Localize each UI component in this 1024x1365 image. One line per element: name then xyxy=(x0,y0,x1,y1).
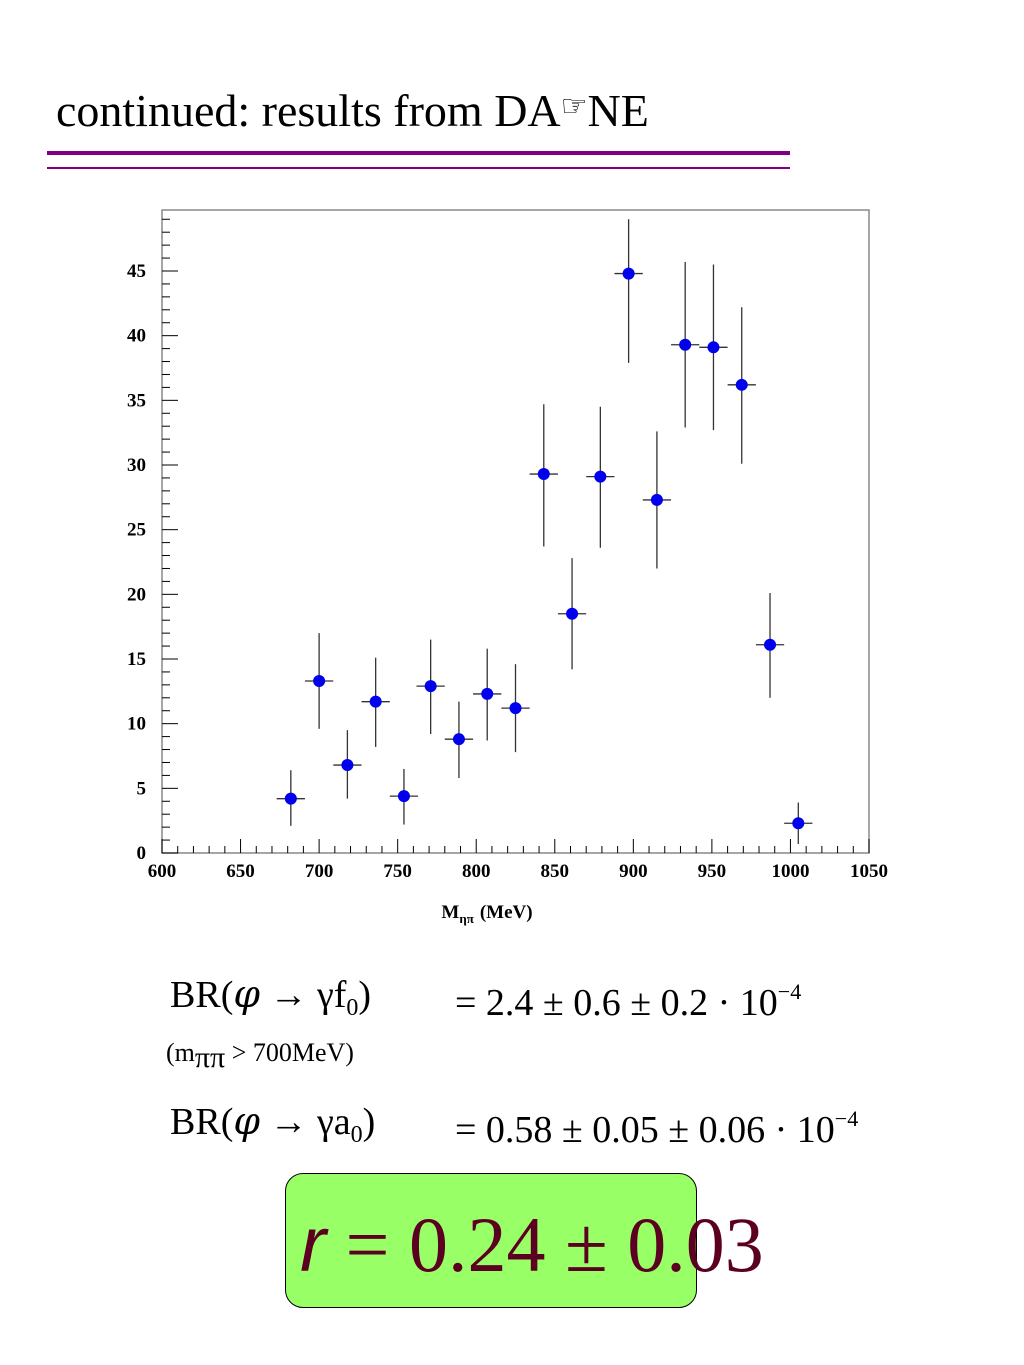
data-marker xyxy=(481,687,494,700)
x-tick-label: 1050 xyxy=(850,861,888,882)
x-tick-label: 650 xyxy=(226,861,255,882)
cond-rest: > 700MeV) xyxy=(225,1038,354,1067)
data-marker xyxy=(566,607,579,620)
br-a0-value: = 0.58 ± 0.05 ± 0.06 · 10 xyxy=(455,1109,835,1151)
data-point xyxy=(529,404,558,547)
br-f0-open: BR( xyxy=(170,974,234,1016)
x-axis-label-unit: (MeV) xyxy=(480,902,533,923)
data-point xyxy=(501,664,530,753)
br-a0-close: ) xyxy=(362,1101,376,1143)
data-point xyxy=(671,261,700,428)
plot-frame xyxy=(161,209,870,854)
phi-symbol: φ xyxy=(233,1099,260,1143)
data-point xyxy=(304,633,334,729)
title-rule-thick xyxy=(47,151,790,155)
data-marker xyxy=(341,759,354,772)
br-a0-lhs: BR(φ → γa0) xyxy=(170,1102,375,1147)
y-tick-label: 45 xyxy=(127,261,146,282)
data-marker xyxy=(284,792,297,805)
br-f0-subscript: 0 xyxy=(346,995,359,1021)
x-tick-label: 950 xyxy=(698,861,727,882)
y-tick-label: 35 xyxy=(127,390,146,411)
data-marker xyxy=(735,378,748,391)
x-tick-label: 800 xyxy=(462,861,491,882)
x-tick-label: 900 xyxy=(619,861,648,882)
y-tick-label: 10 xyxy=(127,714,146,735)
br-a0-open: BR( xyxy=(170,1101,234,1143)
cond-subscript: ππ xyxy=(194,1041,226,1075)
data-point xyxy=(276,770,305,826)
br-f0-lhs: BR(φ → γf0) xyxy=(170,975,371,1020)
data-marker xyxy=(650,493,663,506)
data-marker xyxy=(707,341,720,354)
data-marker xyxy=(622,267,635,280)
data-marker xyxy=(369,695,382,708)
y-tick-label: 40 xyxy=(127,326,146,347)
data-marker xyxy=(313,674,326,687)
br-f0-close: ) xyxy=(358,974,372,1016)
data-marker xyxy=(679,338,692,351)
x-tick-label: 1000 xyxy=(771,861,809,882)
x-tick-label: 750 xyxy=(383,861,412,882)
chart-data-points xyxy=(276,219,813,844)
y-tick-label: 30 xyxy=(127,455,146,476)
data-point xyxy=(699,264,728,431)
data-marker xyxy=(594,470,607,483)
ratio-variable: r xyxy=(300,1200,326,1288)
data-point xyxy=(389,768,419,825)
y-tick-label: 0 xyxy=(137,843,147,864)
data-point xyxy=(784,802,813,844)
br-a0-subscript: 0 xyxy=(350,1122,363,1148)
br-f0-rhs: = 2.4 ± 0.6 ± 0.2 · 10−4 xyxy=(455,979,801,1025)
br-a0-decay: → γa xyxy=(259,1101,351,1143)
x-axis-label-symbol: M xyxy=(441,902,459,923)
title-text-start: continued: results from DA xyxy=(56,85,561,136)
data-marker xyxy=(452,733,465,746)
slide-title: continued: results from DA☞NE xyxy=(56,88,649,134)
x-tick-label: 600 xyxy=(148,861,177,882)
br-a0-exponent: −4 xyxy=(834,1106,859,1131)
phi-symbol: φ xyxy=(233,972,260,1016)
mass-spectrum-chart: 600 650 700 750 800 850 900 950 1000 1050 0 5 10 15 20… xyxy=(127,209,888,926)
y-tick-label: 15 xyxy=(127,649,146,670)
y-tick-label: 5 xyxy=(137,778,147,799)
data-point xyxy=(586,406,615,548)
data-point xyxy=(361,657,390,747)
br-f0-value: = 2.4 ± 0.6 ± 0.2 · 10 xyxy=(455,982,778,1024)
x-tick-label: 700 xyxy=(305,861,334,882)
y-tick-label: 25 xyxy=(127,520,146,541)
data-marker xyxy=(537,468,550,481)
data-point xyxy=(642,431,672,569)
data-point xyxy=(755,593,785,698)
data-point xyxy=(333,730,362,799)
data-point xyxy=(557,558,587,670)
x-axis-label-subscript: ηπ xyxy=(459,911,474,926)
title-rule-thin xyxy=(47,167,790,169)
data-marker xyxy=(792,817,805,830)
br-f0-exponent: −4 xyxy=(777,979,802,1004)
chart-axes: 600 650 700 750 800 850 900 950 1000 1050 0 5 10 15 20… xyxy=(127,209,888,882)
data-point xyxy=(416,639,445,735)
y-tick-label: 20 xyxy=(127,584,146,605)
data-marker xyxy=(764,638,777,651)
data-marker xyxy=(509,702,522,715)
result-box xyxy=(285,1173,697,1308)
br-f0-decay: → γf xyxy=(259,974,347,1016)
data-point xyxy=(614,219,643,363)
data-point xyxy=(473,648,502,741)
mass-cut-condition: (mππ > 700MeV) xyxy=(166,1038,354,1075)
x-axis-label: Mηπ (MeV) xyxy=(441,902,532,926)
pointing-hand-icon: ☞ xyxy=(560,89,588,124)
result-ratio: r = 0.24 ± 0.03 xyxy=(300,1205,764,1284)
ratio-value: = 0.24 ± 0.03 xyxy=(325,1201,764,1288)
data-point xyxy=(444,701,474,778)
data-point xyxy=(727,307,756,464)
data-marker xyxy=(397,790,410,803)
br-a0-rhs: = 0.58 ± 0.05 ± 0.06 · 10−4 xyxy=(455,1106,858,1152)
title-text-end: NE xyxy=(587,85,649,136)
cond-open: (m xyxy=(166,1038,195,1067)
data-marker xyxy=(424,680,437,693)
x-tick-label: 850 xyxy=(541,861,570,882)
